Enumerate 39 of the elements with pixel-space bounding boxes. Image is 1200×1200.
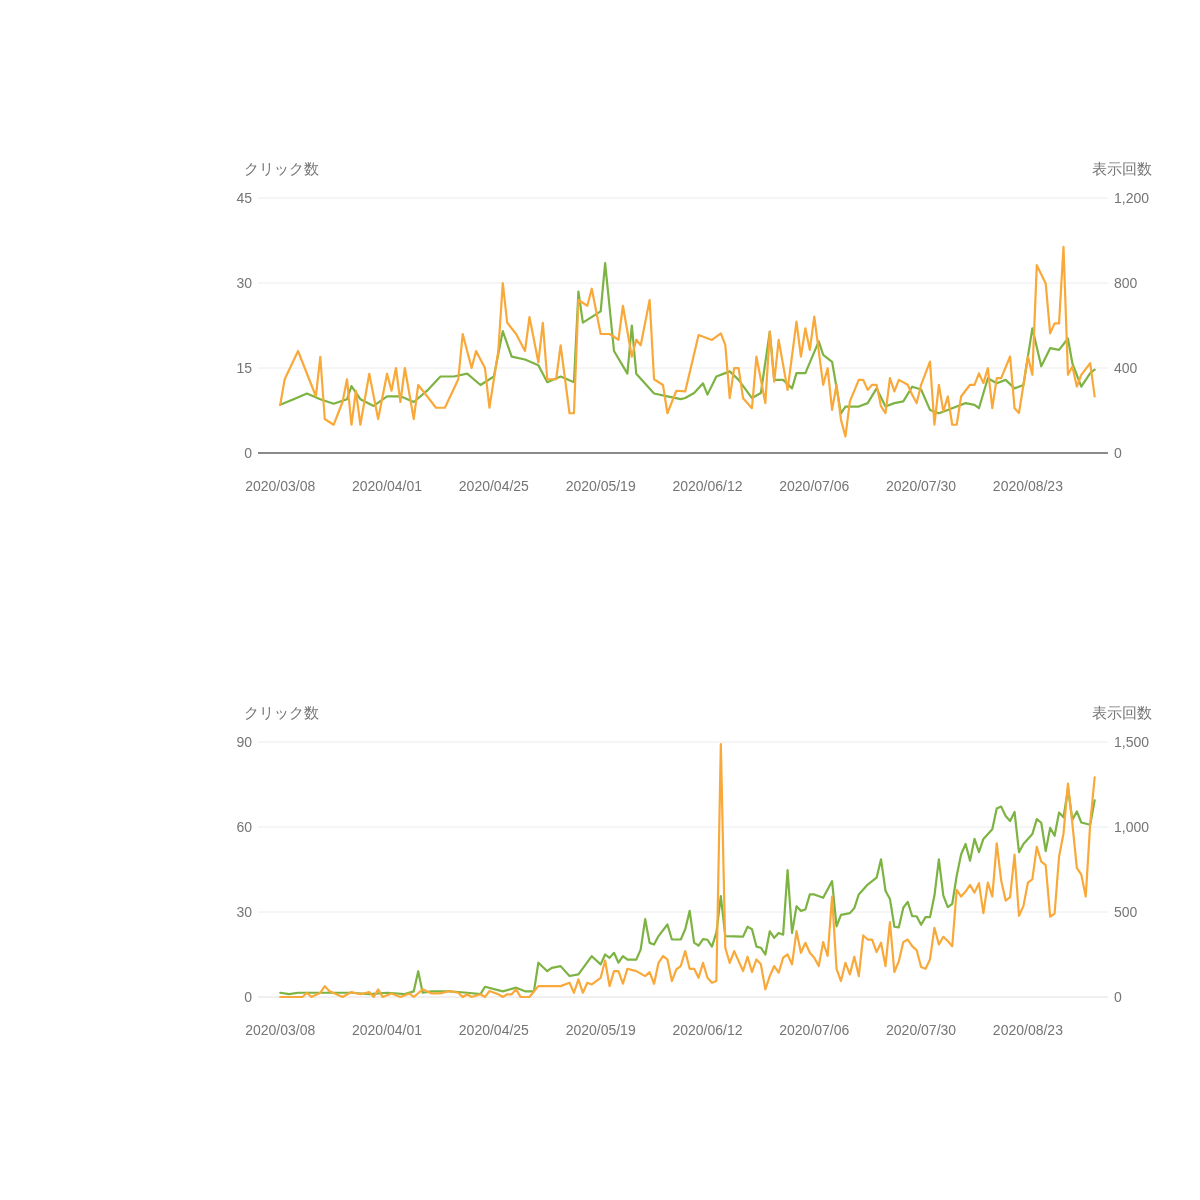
y-axis-title: クリック数	[244, 704, 319, 721]
y2-tick-label: 1,200	[1114, 189, 1150, 206]
x-tick-label: 2020/08/23	[992, 1022, 1064, 1038]
y-tick-label: 90	[236, 733, 253, 750]
y-tick-label: 0	[244, 988, 253, 1005]
x-tick-label: 2020/04/01	[352, 1022, 423, 1038]
x-tick-label: 2020/06/12	[672, 1022, 743, 1038]
x-tick-label: 2020/07/06	[779, 1022, 850, 1038]
x-tick-label: 2020/08/23	[992, 478, 1064, 494]
line-series	[279, 245, 1096, 438]
y2-tick-label: 500	[1114, 903, 1138, 920]
x-tick-label: 2020/07/30	[886, 1022, 957, 1038]
x-tick-label: 2020/07/06	[779, 478, 850, 494]
x-tick-label: 2020/03/08	[245, 1022, 316, 1038]
y-axis-title: クリック数	[244, 160, 319, 177]
y-tick-label: 0	[244, 444, 253, 461]
x-tick-label: 2020/07/30	[886, 478, 957, 494]
y2-tick-label: 0	[1114, 444, 1122, 461]
y-tick-label: 60	[236, 818, 253, 835]
y-tick-label: 45	[236, 189, 253, 206]
x-tick-label: 2020/06/12	[672, 478, 743, 494]
y2-tick-label: 800	[1114, 274, 1138, 291]
y-tick-label: 15	[236, 359, 253, 376]
x-tick-label: 2020/04/25	[458, 1022, 530, 1038]
x-tick-label: 2020/05/19	[565, 1022, 636, 1038]
x-tick-label: 2020/04/01	[352, 478, 423, 494]
y2-tick-label: 0	[1114, 988, 1122, 1005]
y2-tick-label: 1,500	[1114, 733, 1150, 750]
line-series	[279, 742, 1096, 999]
x-tick-label: 2020/05/19	[565, 478, 636, 494]
y-tick-label: 30	[236, 903, 253, 920]
x-tick-label: 2020/03/08	[245, 478, 316, 494]
y2-axis-title: 表示回数	[1092, 160, 1152, 177]
y2-tick-label: 1,000	[1114, 818, 1150, 835]
y2-tick-label: 400	[1114, 359, 1138, 376]
x-tick-label: 2020/04/25	[458, 478, 530, 494]
y2-axis-title: 表示回数	[1092, 704, 1152, 721]
line-series	[279, 262, 1096, 415]
y-tick-label: 30	[236, 274, 253, 291]
